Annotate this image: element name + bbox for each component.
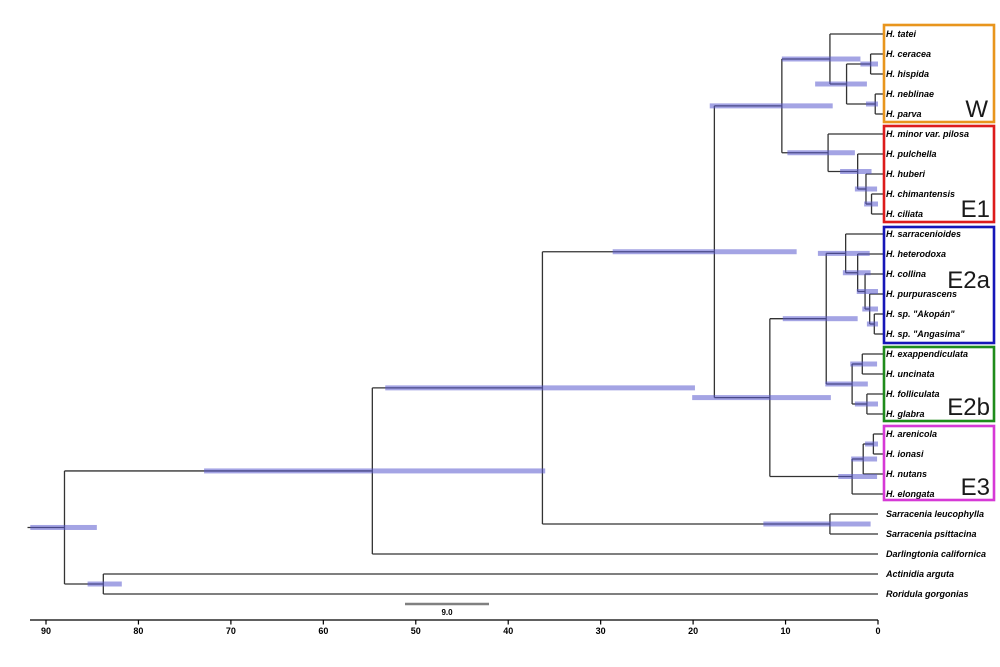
axis-tick-label: 10 bbox=[781, 626, 791, 636]
hpd-bar bbox=[763, 521, 871, 527]
taxon-label: H. collina bbox=[886, 269, 926, 279]
hpd-bar bbox=[860, 61, 878, 67]
taxon-label: H. arenicola bbox=[886, 429, 937, 439]
hpd-bar bbox=[692, 395, 831, 401]
hpd-bar bbox=[204, 468, 546, 474]
axis-tick-label: 60 bbox=[318, 626, 328, 636]
taxon-label: H. elongata bbox=[886, 489, 935, 499]
taxon-label: H. folliculata bbox=[886, 389, 940, 399]
taxon-label: Sarracenia psittacina bbox=[886, 529, 977, 539]
hpd-bar bbox=[842, 270, 871, 276]
taxon-label: H. minor var. pilosa bbox=[886, 129, 969, 139]
hpd-bar bbox=[825, 381, 868, 387]
hpd-bar bbox=[815, 81, 867, 87]
taxon-label: H. ciliata bbox=[886, 209, 923, 219]
hpd-bar bbox=[840, 169, 872, 174]
hpd-bar bbox=[87, 581, 122, 587]
clade-letter-e2b: E2b bbox=[947, 394, 990, 421]
clade-box-e2a bbox=[882, 225, 996, 345]
hpd-bar bbox=[851, 456, 878, 462]
hpd-bar bbox=[30, 524, 97, 530]
axis-tick-label: 80 bbox=[133, 626, 143, 636]
taxon-label: H. sp. "Angasima" bbox=[886, 329, 965, 339]
taxon-label: H. chimantensis bbox=[886, 189, 955, 199]
clade-box-w bbox=[882, 23, 996, 124]
hpd-bar bbox=[385, 385, 695, 391]
taxon-label: H. huberi bbox=[886, 169, 926, 179]
clade-box-e3 bbox=[882, 424, 996, 502]
taxon-label: H. pulchella bbox=[886, 149, 937, 159]
hpd-bar bbox=[865, 441, 878, 447]
taxon-label: H. exappendiculata bbox=[886, 349, 968, 359]
hpd-bar bbox=[787, 150, 855, 156]
axis-tick-label: 70 bbox=[226, 626, 236, 636]
scale-bar-label: 9.0 bbox=[441, 608, 453, 617]
hpd-bar bbox=[866, 321, 878, 327]
hpd-bar bbox=[782, 316, 858, 322]
clade-letter-e1: E1 bbox=[961, 196, 990, 223]
taxon-label: H. sp. "Akopán" bbox=[886, 309, 955, 319]
hpd-bar bbox=[862, 306, 878, 312]
taxon-label: Sarracenia leucophylla bbox=[886, 509, 984, 519]
axis-tick-label: 90 bbox=[41, 626, 51, 636]
clade-letter-e3: E3 bbox=[961, 474, 990, 501]
taxon-label: Roridula gorgonias bbox=[886, 589, 969, 599]
taxon-label: H. nutans bbox=[886, 469, 927, 479]
taxon-label: H. glabra bbox=[886, 409, 925, 419]
hpd-bar bbox=[850, 361, 878, 367]
axis-tick-label: 50 bbox=[411, 626, 421, 636]
taxon-label: H. ceracea bbox=[886, 49, 931, 59]
clade-letter-e2a: E2a bbox=[947, 267, 990, 294]
hpd-bar bbox=[781, 56, 861, 62]
taxon-label: H. neblinae bbox=[886, 89, 934, 99]
hpd-bar bbox=[854, 186, 878, 192]
clade-box-e2b bbox=[882, 345, 996, 423]
hpd-bar bbox=[856, 289, 878, 294]
axis-tick-label: 0 bbox=[875, 626, 880, 636]
hpd-bar bbox=[865, 101, 878, 107]
taxon-label: H. sarracenioides bbox=[886, 229, 961, 239]
taxon-label: Darlingtonia californica bbox=[886, 549, 986, 559]
taxon-label: H. uncinata bbox=[886, 369, 935, 379]
clade-letter-w: W bbox=[965, 96, 988, 123]
taxon-label: Actinidia arguta bbox=[885, 569, 954, 579]
hpd-bar bbox=[864, 201, 878, 207]
hpd-bar bbox=[838, 474, 878, 479]
axis-tick-label: 30 bbox=[596, 626, 606, 636]
taxon-label: H. purpurascens bbox=[886, 289, 957, 299]
axis-tick-label: 40 bbox=[503, 626, 513, 636]
taxon-label: H. heterodoxa bbox=[886, 249, 946, 259]
hpd-bar bbox=[709, 103, 833, 109]
axis-tick-label: 20 bbox=[688, 626, 698, 636]
taxon-label: H. parva bbox=[886, 109, 922, 119]
taxon-label: H. ionasi bbox=[886, 449, 924, 459]
taxon-label: H. hispida bbox=[886, 69, 929, 79]
taxon-label: H. tatei bbox=[886, 29, 917, 39]
clade-box-e1 bbox=[882, 124, 996, 224]
hpd-bar bbox=[817, 250, 870, 256]
hpd-bar bbox=[612, 249, 797, 255]
hpd-bar bbox=[854, 401, 878, 407]
